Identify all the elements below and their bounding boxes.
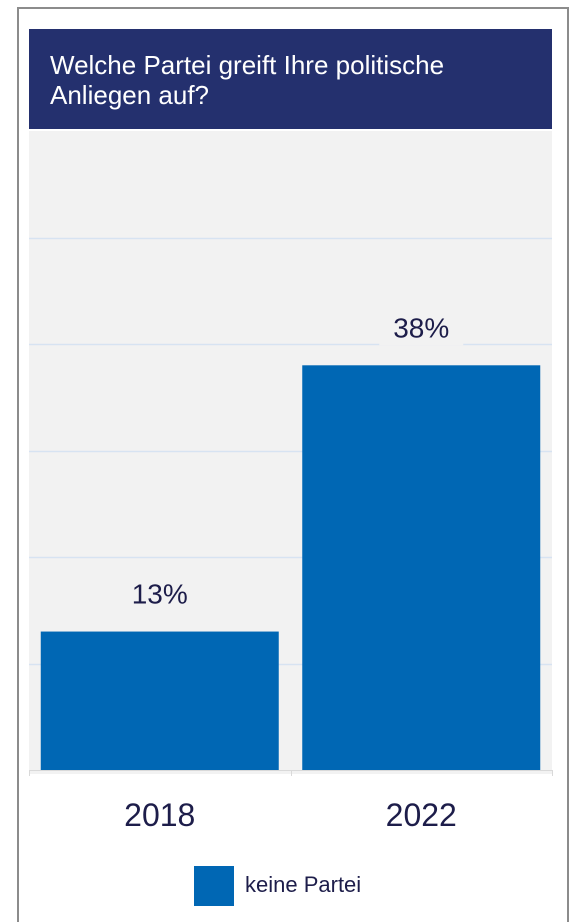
legend: keine Partei — [0, 866, 577, 906]
legend-swatch — [194, 866, 234, 906]
x-tick-label: 2018 — [124, 797, 195, 833]
bar-2018 — [40, 631, 279, 770]
x-tick-label: 2022 — [386, 797, 457, 833]
bar-2022 — [302, 365, 541, 770]
data-label-bg — [379, 311, 464, 346]
data-label: 38% — [393, 312, 449, 343]
chart-title: Welche Partei greift Ihre politische Anl… — [29, 29, 552, 129]
data-label-bg — [117, 577, 202, 612]
chart-title-text: Welche Partei greift Ihre politische Anl… — [50, 50, 445, 110]
data-label: 13% — [132, 579, 188, 610]
legend-label: keine Partei — [245, 872, 362, 897]
